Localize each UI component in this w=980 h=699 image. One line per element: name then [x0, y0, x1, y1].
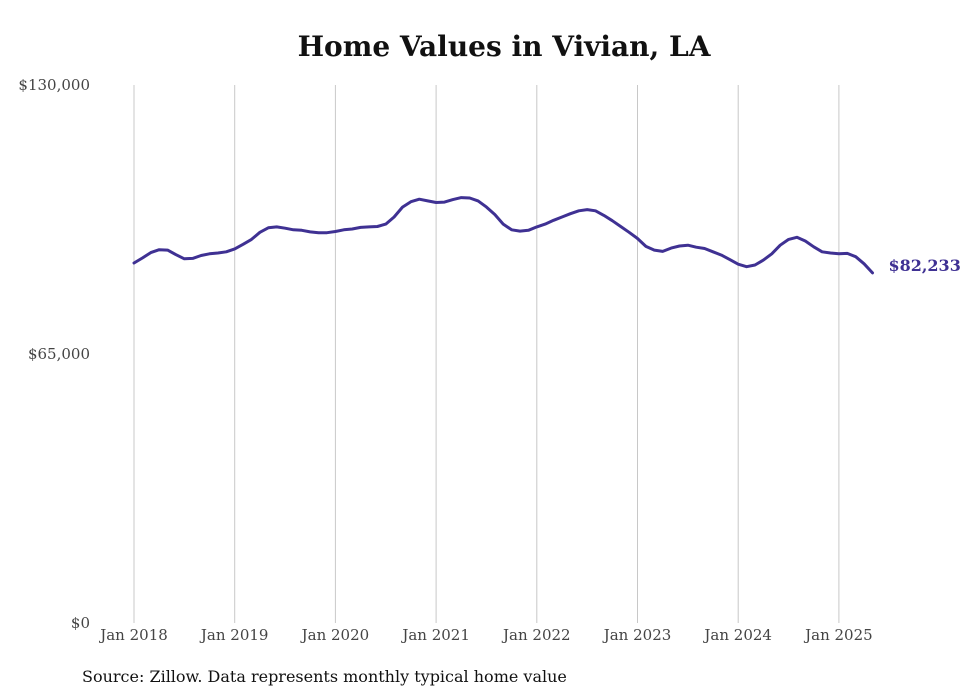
x-tick-label: Jan 2021 [400, 626, 470, 644]
x-tick-label: Jan 2020 [300, 626, 370, 644]
x-tick-label: Jan 2024 [702, 626, 772, 644]
x-tick-label: Jan 2019 [199, 626, 269, 644]
series-line-home-values [132, 196, 874, 275]
y-tick-label: $65,000 [28, 345, 90, 363]
x-tick-label: Jan 2018 [98, 626, 168, 644]
gridlines [133, 85, 840, 623]
x-axis-ticks: Jan 2018 Jan 2019 Jan 2020 Jan 2021 Jan 2022… [98, 626, 872, 644]
x-tick-label: Jan 2025 [803, 626, 873, 644]
chart-title: Home Values in Vivian, LA [297, 30, 711, 63]
y-tick-label: $130,000 [18, 76, 90, 94]
y-tick-label: $0 [71, 614, 90, 632]
end-value-label: $82,233 [888, 256, 960, 275]
y-axis-ticks: $0 $65,000 $130,000 [18, 76, 90, 632]
source-note: Source: Zillow. Data represents monthly … [82, 667, 567, 686]
x-tick-label: Jan 2023 [602, 626, 672, 644]
x-tick-label: Jan 2022 [501, 626, 571, 644]
